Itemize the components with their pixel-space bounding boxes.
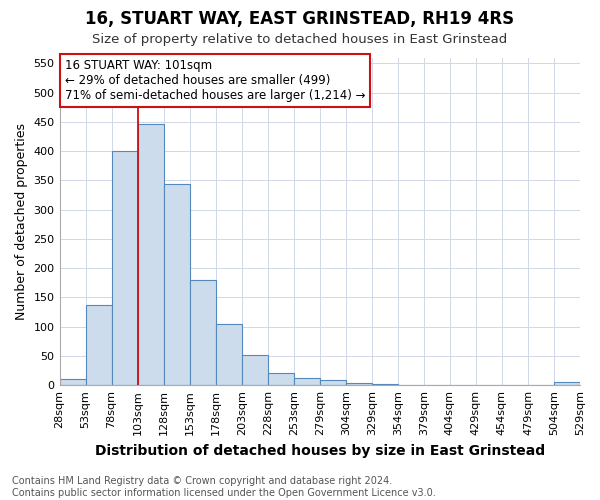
Bar [242, 355, 268, 385]
Text: Contains HM Land Registry data © Crown copyright and database right 2024.
Contai: Contains HM Land Registry data © Crown c… [12, 476, 436, 498]
Bar [372, 384, 398, 385]
Bar [346, 383, 372, 385]
Bar [86, 305, 112, 385]
X-axis label: Distribution of detached houses by size in East Grinstead: Distribution of detached houses by size … [95, 444, 545, 458]
Bar [59, 380, 86, 385]
Bar [137, 124, 164, 385]
Text: 16, STUART WAY, EAST GRINSTEAD, RH19 4RS: 16, STUART WAY, EAST GRINSTEAD, RH19 4RS [85, 10, 515, 28]
Bar [190, 280, 215, 385]
Bar [398, 384, 424, 385]
Bar [215, 324, 242, 385]
Bar [164, 184, 190, 385]
Text: Size of property relative to detached houses in East Grinstead: Size of property relative to detached ho… [92, 32, 508, 46]
Bar [268, 374, 294, 385]
Text: 16 STUART WAY: 101sqm
← 29% of detached houses are smaller (499)
71% of semi-det: 16 STUART WAY: 101sqm ← 29% of detached … [65, 59, 365, 102]
Bar [112, 150, 137, 385]
Bar [320, 380, 346, 385]
Bar [554, 382, 580, 385]
Y-axis label: Number of detached properties: Number of detached properties [15, 123, 28, 320]
Bar [294, 378, 320, 385]
